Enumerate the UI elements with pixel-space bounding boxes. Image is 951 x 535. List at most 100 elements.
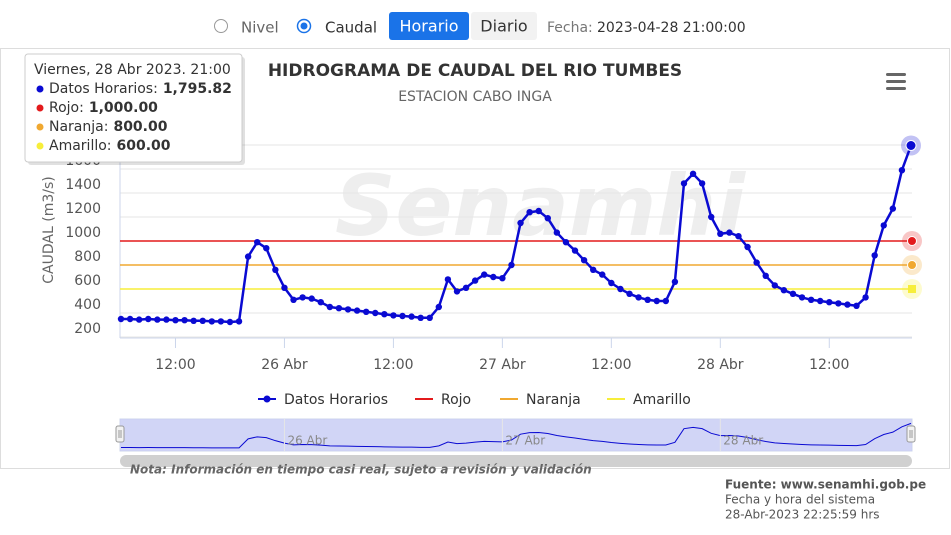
tooltip-item: Naranja: 800.00: [49, 119, 168, 135]
point: [199, 317, 206, 324]
point: [126, 315, 134, 323]
point: [135, 316, 143, 323]
point: [905, 140, 917, 152]
navigator-line: [121, 422, 912, 449]
point: [226, 318, 234, 326]
y-tick-label: 600: [74, 273, 101, 289]
point: [898, 167, 906, 174]
point: [844, 301, 851, 308]
point: [290, 296, 297, 303]
point: [154, 316, 161, 323]
navigator-label: 28 Abr: [723, 434, 763, 448]
x-tick-label: 27 Abr: [479, 357, 526, 373]
point: [535, 207, 542, 215]
point: [217, 318, 225, 325]
point: [272, 266, 279, 273]
point: [789, 290, 797, 297]
point: [599, 271, 606, 278]
button-active[interactable]: [389, 12, 469, 40]
point: [426, 314, 433, 321]
point: [798, 294, 806, 301]
navigator-handle[interactable]: [906, 425, 916, 443]
radio-label: Caudal: [325, 19, 377, 37]
point: [780, 287, 788, 294]
point: [617, 285, 624, 293]
point: [580, 257, 588, 264]
x-tick-label: 12:00: [809, 357, 849, 373]
point: [117, 315, 125, 323]
point: [308, 295, 315, 302]
x-tick-label: 26 Abr: [261, 357, 308, 373]
point: [263, 245, 270, 252]
button-label: Diario: [480, 17, 527, 36]
point: [481, 271, 488, 278]
radio[interactable]: [214, 19, 228, 33]
point: [671, 278, 679, 285]
x-tick-label: 12:00: [155, 357, 195, 373]
point: [735, 233, 742, 240]
y-tick-label: 800: [74, 249, 101, 265]
point: [163, 316, 170, 323]
tooltip-label: Rojo:: [49, 100, 84, 116]
point: [816, 297, 824, 305]
point: [353, 307, 361, 314]
y-tick-label: 1000: [65, 225, 101, 241]
menu-button[interactable]: [886, 73, 906, 90]
tooltip-label: Naranja:: [49, 119, 108, 135]
point: [753, 259, 760, 266]
x-tick-label: 28 Abr: [697, 357, 744, 373]
point: [399, 312, 406, 320]
point: [417, 314, 424, 321]
date-value: 2023-04-28 21:00:00: [597, 20, 746, 36]
legend-label[interactable]: Datos Horarios: [284, 392, 388, 408]
tooltip-value: 600.00: [117, 138, 171, 154]
threshold-hover-marker: [907, 236, 917, 246]
navigator-label: 26 Abr: [287, 434, 327, 448]
navigator-selection: [120, 419, 912, 451]
scrollbar[interactable]: [120, 455, 912, 467]
point: [471, 277, 479, 284]
point: [635, 294, 642, 301]
point: [362, 308, 370, 315]
tooltip-value: 1,795.82: [163, 81, 232, 97]
legend-label[interactable]: Amarillo: [633, 392, 691, 408]
radio-label: Nivel: [241, 19, 279, 37]
point: [889, 205, 897, 212]
tooltip-bullet: [36, 123, 44, 131]
point: [381, 311, 388, 318]
y-tick-label: 200: [74, 321, 101, 337]
point: [862, 294, 869, 301]
menu-bar: [886, 80, 906, 83]
threshold-hover-marker: [907, 260, 917, 270]
tooltip-item: Amarillo: 600.00: [49, 138, 171, 154]
point: [608, 279, 615, 287]
tooltip-label: Amarillo:: [49, 138, 112, 154]
point: [544, 215, 551, 222]
point: [390, 312, 397, 319]
tooltip-box: [24, 53, 243, 163]
tooltip-label: Datos Horarios:: [49, 81, 158, 97]
point: [744, 243, 751, 251]
legend-marker: [263, 395, 271, 403]
point: [299, 294, 306, 301]
point: [508, 261, 515, 269]
point: [208, 318, 216, 325]
point: [181, 317, 188, 324]
legend-label[interactable]: Rojo: [441, 392, 471, 408]
menu-bar: [886, 87, 906, 90]
point: [835, 300, 842, 307]
point: [553, 229, 561, 236]
tooltip-value: 1,000.00: [89, 100, 158, 116]
point: [254, 239, 261, 246]
point: [626, 290, 633, 297]
legend-label[interactable]: Naranja: [526, 392, 581, 408]
point: [281, 284, 288, 291]
point: [435, 303, 443, 311]
chart-frame: [0, 48, 950, 469]
navigator-handle[interactable]: [115, 425, 125, 443]
source: Fuente: www.senamhi.gob.pe: [725, 478, 926, 492]
button[interactable]: [471, 12, 537, 40]
tooltip-title: Viernes, 28 Abr 2023. 21:00: [34, 62, 231, 78]
tooltip: Viernes, 28 Abr 2023. 21:00 Datos Horario…: [24, 53, 245, 165]
